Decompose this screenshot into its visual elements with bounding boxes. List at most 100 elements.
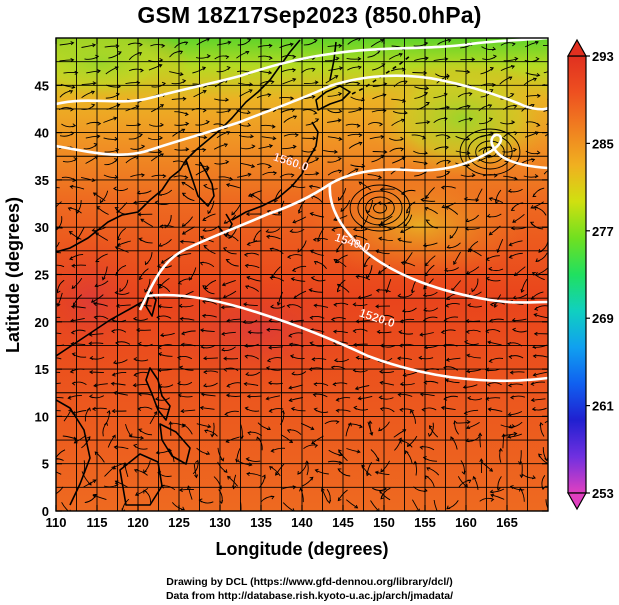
- streamline-arrowhead: [247, 122, 252, 127]
- streamline-arrowhead: [221, 331, 226, 336]
- streamline-arrowhead: [287, 254, 291, 259]
- streamline: [481, 461, 493, 472]
- streamline-arrowhead: [510, 64, 516, 69]
- streamline-arrowhead: [273, 171, 278, 176]
- streamline-arrowhead: [86, 407, 91, 412]
- x-tick-label: 165: [496, 515, 518, 530]
- streamline-arrowhead: [424, 262, 429, 267]
- streamline-arrowhead: [554, 107, 557, 110]
- streamline-arrowhead: [195, 459, 199, 464]
- streamline-arrowhead: [203, 370, 208, 375]
- streamline-arrowhead: [530, 296, 535, 300]
- streamline-arrowhead: [91, 103, 96, 108]
- streamline-arrowhead: [333, 259, 338, 263]
- streamline-arrowhead: [182, 96, 187, 101]
- streamline-arrowhead: [330, 317, 335, 322]
- streamline-arrowhead: [159, 135, 163, 140]
- streamline-arrowhead: [133, 372, 138, 377]
- streamline-arrowhead: [138, 428, 143, 433]
- streamline-arrowhead: [181, 128, 186, 133]
- coast-philippines-south: [159, 423, 191, 465]
- streamline-arrowhead: [160, 104, 165, 108]
- streamline-arrowhead: [268, 55, 273, 61]
- streamline-arrowhead: [511, 318, 516, 323]
- streamline-arrowhead: [363, 263, 368, 268]
- streamline: [60, 83, 75, 88]
- streamline-arrowhead: [290, 173, 295, 178]
- streamline-arrowhead: [271, 124, 276, 129]
- streamline-arrowhead: [268, 380, 272, 385]
- streamline-arrowhead: [56, 289, 61, 294]
- streamline: [385, 278, 392, 293]
- streamline: [547, 162, 548, 164]
- streamline-arrowhead: [352, 329, 357, 334]
- streamline: [117, 240, 131, 246]
- streamline-arrowhead: [465, 329, 470, 334]
- streamline: [124, 463, 129, 477]
- streamline: [56, 227, 63, 229]
- streamline: [62, 435, 77, 440]
- streamline-arrowhead: [532, 354, 537, 359]
- streamline-arrowhead: [489, 489, 494, 494]
- streamline-arrowhead: [154, 396, 159, 401]
- y-tick-label: 10: [35, 409, 49, 424]
- streamline-arrowhead: [272, 136, 277, 141]
- streamline: [258, 145, 273, 150]
- streamline-arrowhead: [69, 369, 74, 374]
- streamline-arrowhead: [557, 93, 560, 96]
- streamline-arrowhead: [334, 149, 338, 154]
- streamline-arrowhead: [379, 380, 384, 385]
- streamline-arrowhead: [291, 371, 296, 376]
- streamline-arrowhead: [113, 186, 117, 191]
- streamline-arrowhead: [313, 110, 318, 115]
- streamline: [325, 75, 338, 84]
- streamline-arrowhead: [112, 360, 117, 365]
- streamline-arrowhead: [338, 197, 342, 201]
- y-tick-label: 25: [35, 268, 49, 283]
- streamline-arrowhead: [86, 436, 91, 441]
- streamline-arrowhead: [530, 381, 535, 386]
- streamline: [221, 331, 236, 335]
- streamline-arrowhead: [138, 52, 143, 56]
- streamline: [135, 487, 149, 496]
- streamline-arrowhead: [239, 514, 242, 517]
- streamline-arrowhead: [533, 206, 538, 211]
- streamline-arrowhead: [184, 175, 189, 180]
- contour-1540b: [328, 183, 548, 304]
- streamline-arrowhead: [348, 422, 352, 427]
- x-tick-label: 145: [332, 515, 354, 530]
- streamline-arrowhead: [225, 183, 230, 188]
- y-axis-ticks: 0 5 10 15 20 25 30 35 40 45: [35, 78, 548, 519]
- streamline-arrowhead: [361, 97, 366, 102]
- streamline: [158, 305, 173, 308]
- streamline: [327, 136, 342, 140]
- streamline-arrowhead: [177, 355, 181, 360]
- streamline-arrowhead: [115, 147, 120, 153]
- streamline: [455, 70, 470, 73]
- streamline-arrowhead: [203, 356, 207, 361]
- colorbar-max-arrow: [566, 38, 588, 57]
- streamline-arrowhead: [501, 433, 506, 438]
- streamline: [71, 264, 87, 267]
- streamline-arrowhead: [403, 110, 408, 115]
- streamline-arrowhead: [445, 357, 450, 362]
- streamline-arrowhead: [153, 410, 158, 415]
- coastlines: [56, 39, 411, 506]
- vortex-ring: [357, 190, 403, 226]
- streamline: [279, 43, 294, 49]
- streamline-arrowhead: [50, 266, 53, 269]
- streamline-arrowhead: [424, 56, 429, 61]
- streamline: [70, 317, 85, 322]
- streamline-arrowhead: [513, 104, 518, 109]
- streamline-arrowhead: [315, 118, 320, 122]
- streamline-arrowhead: [111, 329, 116, 334]
- streamline-arrowhead: [406, 443, 411, 448]
- streamline-arrowhead: [312, 237, 317, 242]
- streamline: [346, 57, 361, 60]
- colorbar-tick-label: 261: [592, 399, 614, 414]
- streamline-arrowhead: [539, 421, 544, 427]
- streamline-arrowhead: [184, 112, 189, 117]
- streamline: [59, 42, 74, 46]
- streamline-arrowhead: [104, 421, 109, 426]
- streamline-arrowhead: [512, 219, 517, 223]
